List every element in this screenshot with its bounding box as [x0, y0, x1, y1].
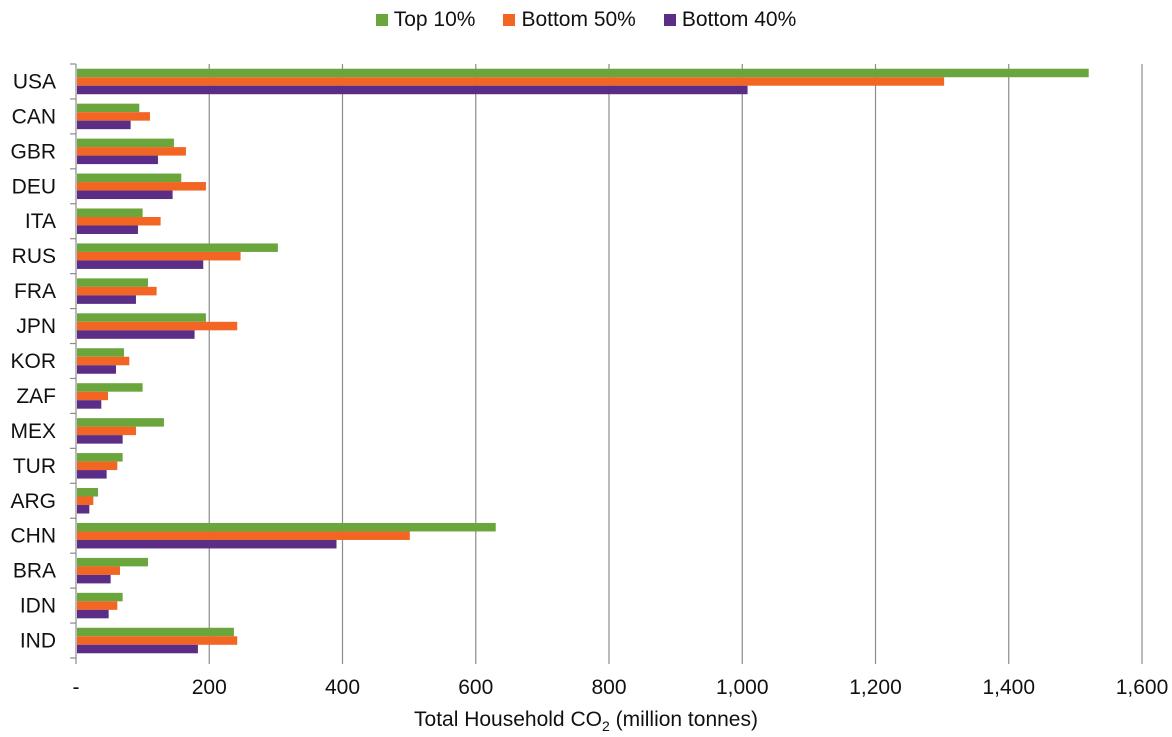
- x-tick-label: 800: [591, 676, 626, 699]
- bar-ita-top-10: [77, 208, 143, 217]
- bar-mex-bottom-50: [77, 426, 136, 436]
- bar-deu-top-10: [77, 173, 182, 183]
- bar-zaf-top-10: [77, 383, 143, 392]
- bar-tur-top-10: [77, 453, 123, 462]
- bar-mex-bottom-40: [77, 435, 123, 444]
- legend-label-top-10: Top 10%: [393, 8, 476, 31]
- x-tick-label: -: [73, 676, 80, 699]
- y-tick-label: KOR: [10, 350, 56, 373]
- y-tick-label: CAN: [12, 105, 56, 128]
- bar-chn-bottom-50: [77, 531, 410, 540]
- x-tick-label: 400: [325, 676, 360, 699]
- bar-arg-bottom-40: [77, 505, 90, 514]
- legend-item-bottom-40: Bottom 40%: [663, 8, 797, 32]
- bar-can-top-10: [77, 103, 140, 113]
- bar-tur-bottom-50: [77, 461, 118, 471]
- bar-bra-bottom-50: [77, 566, 120, 575]
- x-axis-label: Total Household CO2 (million tonnes): [0, 708, 1172, 734]
- y-tick-label: BRA: [13, 560, 56, 583]
- bar-kor-top-10: [77, 348, 124, 357]
- y-tick-label: RUS: [12, 245, 56, 268]
- bar-mex-top-10: [77, 418, 164, 427]
- bar-arg-top-10: [77, 488, 98, 497]
- bar-chn-bottom-40: [77, 539, 337, 549]
- bar-usa-top-10: [77, 68, 1089, 78]
- x-tick-label: 1,400: [982, 676, 1035, 699]
- y-tick-label: CHN: [11, 525, 57, 548]
- bar-usa-bottom-40: [77, 85, 748, 95]
- y-tick-label: TUR: [13, 455, 56, 478]
- bar-bra-top-10: [77, 557, 148, 567]
- bar-ita-bottom-40: [77, 225, 138, 234]
- x-tick-label: 600: [458, 676, 493, 699]
- legend-swatch-top-10: [375, 14, 388, 26]
- x-tick-label: 1,200: [849, 676, 902, 699]
- bar-usa-bottom-50: [77, 77, 945, 86]
- x-axis-label-subscript: 2: [601, 718, 610, 735]
- x-tick-label: 1,600: [1116, 676, 1169, 699]
- bar-zaf-bottom-40: [77, 400, 102, 409]
- bar-jpn-bottom-40: [77, 330, 195, 339]
- y-tick-label: FRA: [14, 280, 56, 303]
- bar-rus-top-10: [77, 243, 278, 252]
- bar-ind-top-10: [77, 627, 234, 637]
- bar-can-bottom-40: [77, 120, 131, 130]
- legend-item-bottom-50: Bottom 50%: [503, 8, 636, 32]
- bar-ita-bottom-50: [77, 216, 161, 226]
- y-tick-label: IDN: [20, 595, 56, 618]
- bar-chn-top-10: [77, 522, 496, 532]
- bar-fra-bottom-50: [77, 286, 157, 296]
- bar-fra-bottom-40: [77, 295, 136, 304]
- y-tick-label: USA: [13, 70, 56, 93]
- legend: Top 10% Bottom 50% Bottom 40%: [0, 8, 1172, 32]
- bar-tur-bottom-40: [77, 470, 107, 479]
- bar-can-bottom-50: [77, 112, 150, 121]
- bar-idn-bottom-40: [77, 609, 109, 619]
- y-tick-label: ITA: [25, 210, 56, 233]
- bar-deu-bottom-50: [77, 182, 206, 191]
- bar-ind-bottom-40: [77, 644, 198, 654]
- bar-rus-bottom-40: [77, 260, 204, 269]
- bar-jpn-top-10: [77, 313, 206, 322]
- bar-kor-bottom-50: [77, 356, 130, 366]
- y-tick-label: GBR: [10, 140, 56, 163]
- y-tick-label: JPN: [16, 315, 56, 338]
- bar-gbr-bottom-40: [77, 155, 158, 165]
- bar-kor-bottom-40: [77, 365, 116, 374]
- y-tick-label: ARG: [10, 490, 56, 513]
- legend-label-bottom-40: Bottom 40%: [681, 8, 797, 31]
- x-tick-label: 200: [192, 676, 227, 699]
- legend-item-top-10: Top 10%: [375, 8, 476, 32]
- bar-ind-bottom-50: [77, 636, 238, 645]
- y-tick-label: ZAF: [16, 385, 56, 408]
- bar-jpn-bottom-50: [77, 321, 238, 331]
- bar-rus-bottom-50: [77, 251, 241, 261]
- y-tick-label: DEU: [12, 175, 56, 198]
- bar-bra-bottom-40: [77, 574, 111, 584]
- bar-gbr-bottom-50: [77, 147, 186, 156]
- x-tick-label: 1,000: [716, 676, 769, 699]
- x-axis-label-main: Total Household CO: [414, 708, 602, 731]
- y-tick-label: IND: [20, 630, 56, 653]
- bar-zaf-bottom-50: [77, 391, 108, 401]
- bar-idn-bottom-50: [77, 601, 118, 610]
- bar-gbr-top-10: [77, 138, 174, 148]
- bar-deu-bottom-40: [77, 190, 173, 200]
- legend-label-bottom-50: Bottom 50%: [521, 8, 636, 31]
- y-tick-label: MEX: [10, 420, 56, 443]
- legend-swatch-bottom-40: [663, 14, 676, 26]
- bar-arg-bottom-50: [77, 496, 94, 506]
- bar-idn-top-10: [77, 592, 123, 602]
- legend-swatch-bottom-50: [503, 14, 516, 26]
- bar-fra-top-10: [77, 278, 148, 287]
- x-axis-label-units: (million tonnes): [609, 708, 758, 731]
